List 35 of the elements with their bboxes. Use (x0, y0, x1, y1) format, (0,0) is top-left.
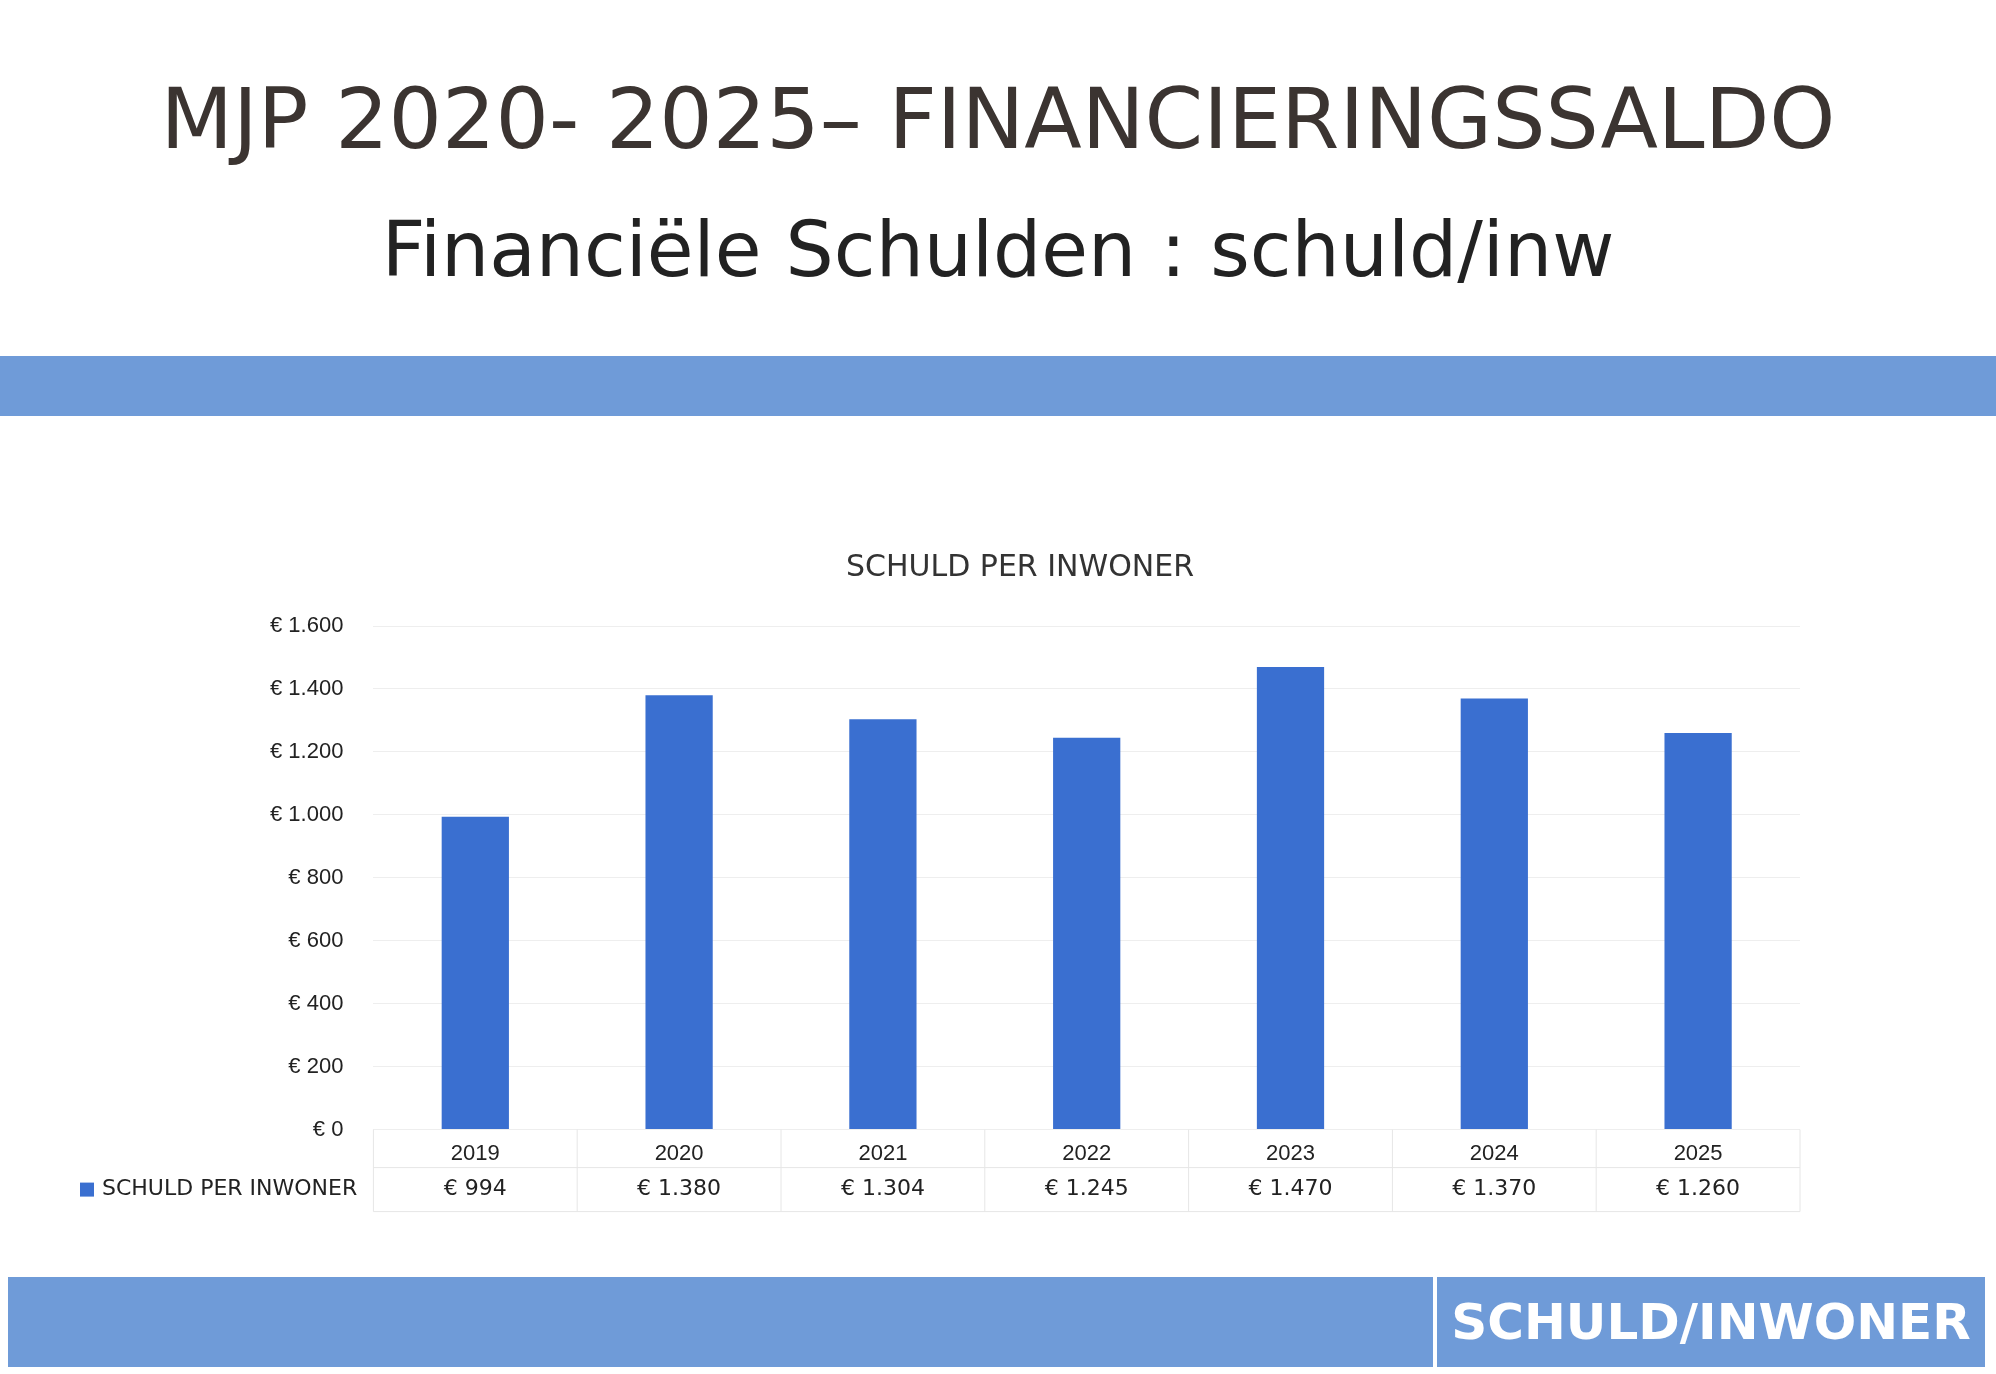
text: Financiële Schulden : schuld/inw (380, 205, 1616, 294)
data-label: € 1.370 (1452, 1175, 1537, 1201)
y-tick-label: € 600 (288, 926, 344, 952)
data-label: € 1.470 (1248, 1175, 1333, 1201)
legend-label: SCHULD PER INWONER (102, 1175, 358, 1201)
text: MJP 2020- 2025– FINANCIERINGSSALDO (159, 70, 1837, 168)
data-label: € 1.245 (1044, 1175, 1129, 1201)
y-tick-label: € 1.400 (270, 675, 344, 701)
y-tick-label: € 1.600 (270, 612, 344, 638)
y-tick-label: € 0 (312, 1115, 344, 1141)
y-tick-label: € 200 (288, 1052, 344, 1078)
bar (1460, 698, 1528, 1130)
x-tick-label: 2019 (450, 1139, 500, 1165)
y-tick-label: € 1.200 (270, 737, 344, 763)
bar (1664, 733, 1732, 1130)
x-tick-label: 2024 (1469, 1139, 1519, 1165)
x-tick-label: 2021 (858, 1139, 908, 1165)
bar (849, 719, 917, 1130)
x-tick-label: 2023 (1266, 1139, 1315, 1165)
bar (441, 816, 509, 1130)
data-label: € 994 (443, 1175, 507, 1201)
x-tick-label: 2025 (1673, 1139, 1723, 1165)
y-tick-label: € 400 (288, 989, 344, 1015)
chart-title: SCHULD PER INWONER (845, 547, 1195, 583)
x-tick-label: 2020 (654, 1139, 704, 1165)
data-label: € 1.380 (637, 1175, 722, 1201)
y-tick-label: € 1.000 (270, 800, 344, 826)
x-tick-label: 2022 (1062, 1139, 1112, 1165)
y-tick-label: € 800 (288, 863, 344, 889)
data-label: € 1.304 (840, 1175, 925, 1201)
bar (1053, 737, 1121, 1130)
data-label: € 1.260 (1656, 1175, 1741, 1201)
text: SCHULD/INWONER (1437, 1277, 1985, 1367)
bar (645, 695, 713, 1130)
bar (1256, 666, 1325, 1130)
